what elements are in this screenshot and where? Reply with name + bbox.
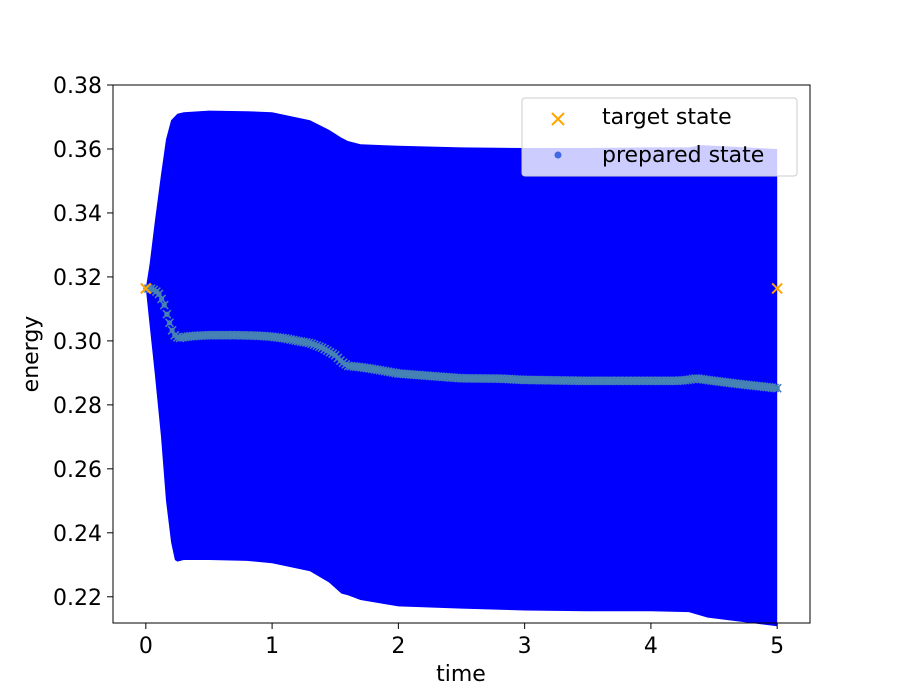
y-tick-label: 0.38 <box>53 74 102 99</box>
y-tick-label: 0.24 <box>53 522 102 547</box>
x-axis-ticks: 0 1 2 3 4 5 <box>139 623 784 659</box>
x-tick-label: 4 <box>644 634 658 659</box>
x-tick-label: 5 <box>770 634 784 659</box>
y-tick-label: 0.26 <box>53 458 102 483</box>
target-state-point <box>771 282 783 295</box>
prepared-state-band <box>145 110 778 627</box>
y-tick-label: 0.34 <box>53 202 102 227</box>
x-tick-label: 3 <box>518 634 532 659</box>
legend: target state prepared state <box>521 97 798 177</box>
legend-label-prepared: prepared state <box>602 143 764 168</box>
y-axis-ticks: 0.22 0.24 0.26 0.28 0.30 0.32 0.34 0.36 0.38 <box>53 74 113 611</box>
mean-marker <box>157 294 167 304</box>
y-tick-label: 0.30 <box>53 330 102 355</box>
legend-box <box>521 97 798 177</box>
x-tick-label: 2 <box>391 634 405 659</box>
legend-marker-target <box>551 112 565 126</box>
mean-marker <box>164 318 175 328</box>
x-axis-label: time <box>436 662 486 687</box>
target-state-point <box>140 282 152 295</box>
x-tick-label: 0 <box>139 634 153 659</box>
mean-marker <box>162 309 172 319</box>
prepared-state-mean-markers <box>141 283 782 393</box>
y-tick-label: 0.28 <box>53 394 102 419</box>
mean-marker <box>159 300 169 310</box>
y-tick-label: 0.22 <box>53 586 102 611</box>
x-tick-label: 1 <box>265 634 279 659</box>
y-tick-label: 0.32 <box>53 266 102 291</box>
mean-marker <box>772 383 782 393</box>
legend-label-target: target state <box>602 105 732 130</box>
axes-frame <box>112 84 811 624</box>
y-axis-label: energy <box>19 316 44 393</box>
legend-marker-prepared <box>554 151 562 159</box>
y-tick-label: 0.36 <box>53 138 102 163</box>
plot-area <box>140 110 783 627</box>
